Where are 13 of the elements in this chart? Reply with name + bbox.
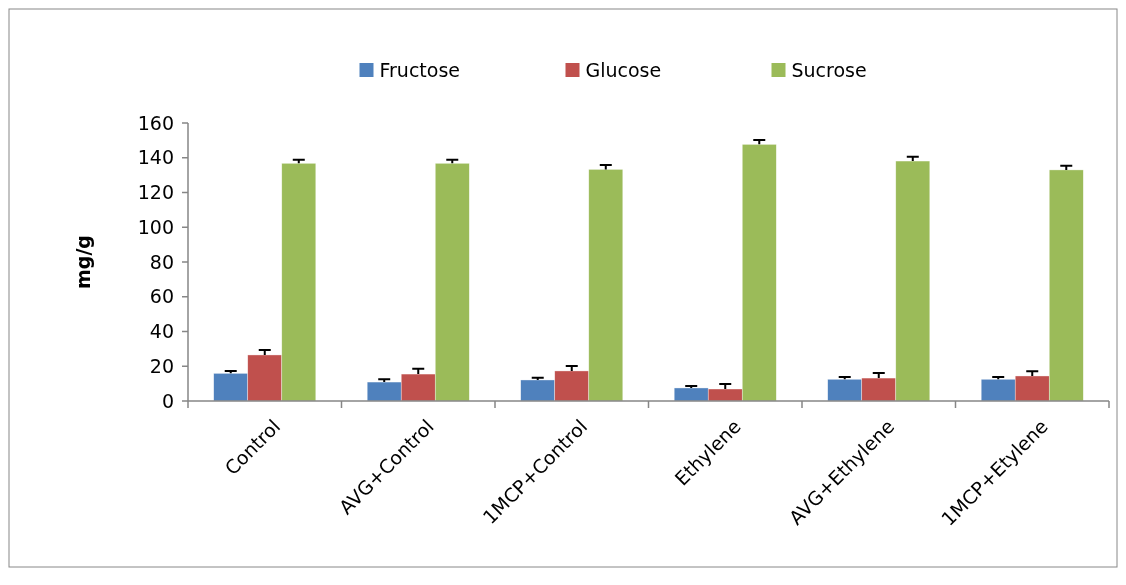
legend-label: Glucose <box>585 58 662 81</box>
y-tick-label: 140 <box>137 146 174 169</box>
y-tick-label: 80 <box>149 250 174 273</box>
y-tick-label: 60 <box>149 285 174 308</box>
legend-label: Sucrose <box>791 58 867 81</box>
legend-label: Fructose <box>379 58 461 81</box>
y-tick-label: 20 <box>149 354 174 377</box>
y-tick-label: 100 <box>137 215 174 238</box>
y-tick-label: 40 <box>149 320 174 343</box>
y-axis-title: mg/g <box>72 235 94 289</box>
y-tick-label: 120 <box>137 181 174 204</box>
y-tick-label: 0 <box>161 389 174 412</box>
y-tick-label: 160 <box>137 111 174 134</box>
